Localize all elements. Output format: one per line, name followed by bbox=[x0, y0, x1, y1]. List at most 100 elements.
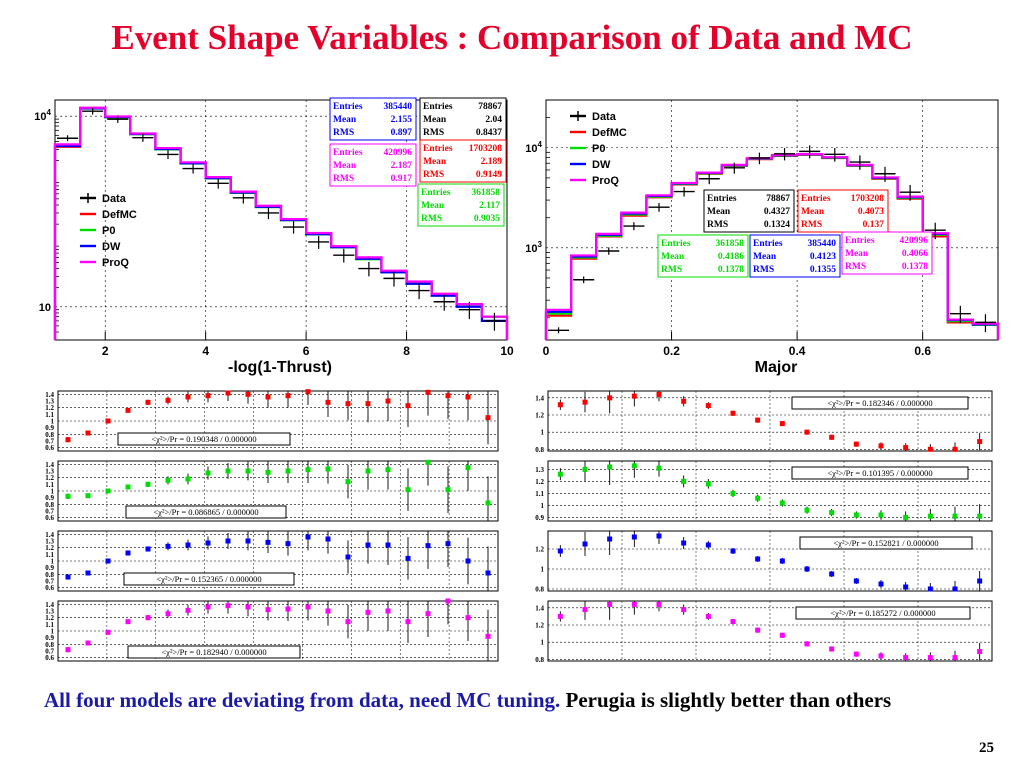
ratio-point bbox=[829, 434, 835, 440]
ratio-point bbox=[245, 391, 251, 397]
ratio-point bbox=[245, 468, 251, 474]
stats-value: 361858 bbox=[716, 239, 745, 249]
ratio-y-tick: 0.7 bbox=[45, 438, 54, 446]
legend-label-p0: P0 bbox=[102, 225, 115, 237]
ratio-point bbox=[285, 468, 291, 474]
legend-label-data: Data bbox=[592, 111, 617, 123]
thrust-ratio-p0-panel: 0.6 0.8 1 1.2 1.4 0.7 0.9 1.1 1.3 <χ²>/Pr = 0.086… bbox=[45, 459, 499, 522]
ratio-point bbox=[65, 437, 71, 443]
x-tick-label: 0 bbox=[543, 344, 550, 358]
stats-value: 0.1355 bbox=[810, 265, 836, 275]
ratio-point bbox=[305, 389, 311, 395]
ratio-point bbox=[730, 410, 736, 416]
x-tick-label: 0.6 bbox=[914, 344, 931, 358]
stats-box bbox=[417, 183, 505, 227]
ratio-y-tick: 1 bbox=[51, 418, 55, 426]
ratio-y-tick: 1 bbox=[51, 628, 55, 636]
ratio-y-tick: 1.1 bbox=[45, 411, 54, 419]
ratio-point bbox=[265, 539, 271, 545]
ratio-point bbox=[755, 495, 761, 501]
stats-label: Mean bbox=[333, 161, 357, 171]
ratio-point bbox=[804, 429, 810, 435]
ratio-point bbox=[927, 446, 933, 452]
ratio-point bbox=[557, 471, 563, 477]
chi2-label: <χ²>/Pr = 0.152821 / 0.000000 bbox=[833, 538, 938, 548]
thrust-ratio-dw-panel: 0.6 0.8 1 1.2 1.4 0.7 0.9 1.1 1.3 <χ²>/Pr = 0.152… bbox=[45, 530, 499, 592]
ratio-point bbox=[903, 514, 909, 520]
stats-value: 0.897 bbox=[391, 128, 413, 138]
major-ratio-proq-panel: 0.8 1 1.2 1.4 <χ²>/Pr = 0.185272 / 0.000000 bbox=[535, 600, 993, 664]
stats-label: Mean bbox=[707, 207, 731, 217]
thrust-histogram: 2 4 6 8 10 10 104 -log(1-Thrust) Data DefMC P0 DW Pr… bbox=[34, 97, 514, 376]
ratio-point bbox=[779, 421, 785, 427]
ratio-point bbox=[185, 476, 191, 482]
stats-value: 0.1378 bbox=[718, 265, 744, 275]
ratio-point bbox=[305, 604, 311, 610]
ratio-point bbox=[385, 542, 391, 548]
ratio-point bbox=[952, 655, 958, 661]
ratio-y-tick: 0.9 bbox=[45, 634, 54, 642]
ratio-point bbox=[557, 613, 563, 619]
stats-label: RMS bbox=[845, 262, 866, 272]
stats-label: Entries bbox=[753, 239, 783, 249]
ratio-y-tick: 1.2 bbox=[45, 544, 54, 552]
stats-value: 2.117 bbox=[479, 201, 500, 211]
stats-box bbox=[749, 234, 841, 278]
ratio-y-tick: 1.4 bbox=[535, 394, 544, 402]
major-ratio-defmc-panel: 0.8 1 1.2 1.4 <χ²>/Pr = 0.182346 / 0.000000 bbox=[535, 390, 993, 454]
ratio-y-tick: 1.1 bbox=[45, 551, 54, 559]
chi2-box bbox=[123, 572, 295, 586]
stats-value: 0.137 bbox=[863, 220, 885, 230]
legend-label-p0: P0 bbox=[592, 143, 605, 155]
ratio-point bbox=[125, 484, 131, 490]
ratio-point bbox=[305, 534, 311, 540]
ratio-point bbox=[65, 493, 71, 499]
ratio-point bbox=[878, 512, 884, 518]
ratio-point bbox=[365, 542, 371, 548]
ratio-point bbox=[285, 393, 291, 399]
ratio-point bbox=[705, 403, 711, 409]
stats-box bbox=[329, 143, 417, 187]
stats-value: 1703208 bbox=[469, 144, 503, 154]
ratio-point bbox=[903, 584, 909, 590]
ratio-point bbox=[245, 604, 251, 610]
ratio-point bbox=[755, 417, 761, 423]
ratio-y-tick: 1.3 bbox=[45, 398, 54, 406]
stats-box bbox=[419, 97, 507, 141]
ratio-point bbox=[105, 418, 111, 424]
ratio-point bbox=[903, 445, 909, 451]
ratio-point bbox=[656, 465, 662, 471]
ratio-point bbox=[730, 548, 736, 554]
ratio-point bbox=[607, 536, 613, 542]
ratio-point bbox=[927, 655, 933, 661]
ratio-point bbox=[878, 443, 884, 449]
stats-box bbox=[329, 97, 417, 141]
ratio-point bbox=[952, 513, 958, 519]
ratio-y-tick: 0.6 bbox=[45, 584, 54, 592]
conclusion-blue: All four models are deviating from data,… bbox=[44, 688, 561, 712]
ratio-point bbox=[205, 393, 211, 399]
stats-value: 385440 bbox=[808, 239, 837, 249]
stats-value: 0.917 bbox=[391, 174, 413, 184]
ratio-point bbox=[65, 574, 71, 580]
ratio-y-tick: 1.2 bbox=[535, 478, 544, 486]
ratio-y-tick: 0.9 bbox=[45, 494, 54, 502]
legend-label-proq: ProQ bbox=[102, 257, 129, 269]
ratio-point bbox=[485, 633, 491, 639]
ratio-point bbox=[345, 619, 351, 625]
ratio-point bbox=[205, 470, 211, 476]
stats-value: 1703208 bbox=[851, 194, 885, 204]
stats-label: Mean bbox=[333, 115, 357, 125]
ratio-point bbox=[927, 513, 933, 519]
ratio-y-tick: 0.8 bbox=[45, 571, 54, 579]
ratio-point bbox=[225, 603, 231, 609]
ratio-point bbox=[853, 651, 859, 657]
stats-value: 0.4327 bbox=[764, 207, 790, 217]
stats-box bbox=[419, 139, 507, 183]
ratio-y-tick: 0.9 bbox=[45, 564, 54, 572]
stats-value: 0.9149 bbox=[476, 170, 502, 180]
ratio-point bbox=[325, 399, 331, 405]
stats-value: 0.4073 bbox=[858, 207, 884, 217]
ratio-point bbox=[485, 415, 491, 421]
ratio-point bbox=[779, 632, 785, 638]
